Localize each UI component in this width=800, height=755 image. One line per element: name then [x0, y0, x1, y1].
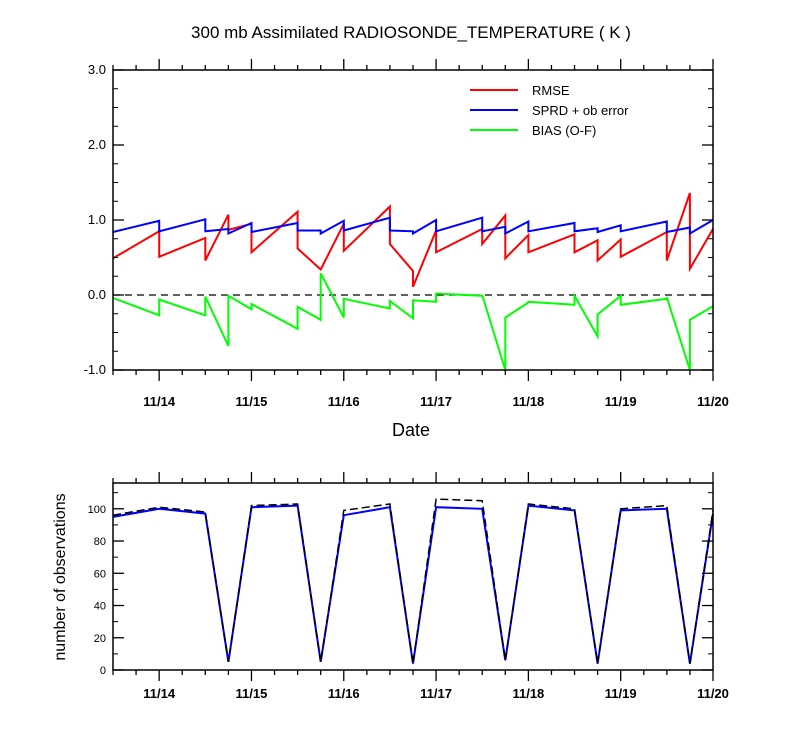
top-xtick-label: 11/14 — [143, 394, 176, 409]
top-xtick-label: 11/17 — [420, 394, 452, 409]
top-series-sprd-ob-error-line — [112, 216, 714, 236]
top-xtick-label: 11/16 — [328, 394, 360, 409]
bottom-ytick-label: 0 — [100, 665, 106, 677]
bottom-ytick-label: 80 — [94, 536, 106, 548]
top-xtick-label: 11/20 — [697, 394, 729, 409]
bottom-series-group — [112, 498, 714, 664]
bottom-xtick-label: 11/18 — [512, 686, 544, 701]
bottom-xtick-label: 11/20 — [697, 686, 729, 701]
bottom-xtick-label: 11/17 — [420, 686, 452, 701]
top-chart-xlabel: Date — [392, 420, 430, 440]
top-xtick-label: 11/19 — [605, 394, 637, 409]
top-ytick-label: 1.0 — [88, 212, 106, 227]
top-xtick-label: 11/18 — [512, 394, 544, 409]
top-ytick-label: 3.0 — [88, 62, 106, 77]
bottom-xtick-label: 11/19 — [605, 686, 637, 701]
top-axes-group: -1.0 0.0 1.0 2.0 3.0 11/14 11/15 11/16 11/17 11/1… — [84, 59, 729, 409]
bottom-ytick-label: 40 — [94, 601, 106, 613]
bottom-ytick-label: 100 — [88, 504, 106, 516]
top-ytick-label: -1.0 — [84, 362, 106, 377]
legend-label-bias-o-f: BIAS (O-F) — [532, 123, 596, 138]
bottom-xtick-label: 11/14 — [143, 686, 176, 701]
bottom-xtick-label: 11/16 — [328, 686, 360, 701]
bottom-series-total-line — [112, 498, 714, 664]
bottom-ytick-label: 60 — [94, 568, 106, 580]
top-ytick-label: 0.0 — [88, 287, 106, 302]
top-xtick-label: 11/15 — [236, 394, 268, 409]
top-plot-area: -1.0 0.0 1.0 2.0 3.0 11/14 11/15 11/16 11/17 11/1… — [84, 59, 729, 409]
legend-label-rmse: RMSE — [532, 83, 570, 98]
legend-label-sprd-ob-error: SPRD + ob error — [532, 103, 629, 118]
top-series-bias-o-f-line — [112, 272, 714, 371]
bottom-xtick-label: 11/15 — [236, 686, 268, 701]
top-legend: RMSE SPRD + ob error BIAS (O-F) — [470, 83, 629, 138]
top-chart-title: 300 mb Assimilated RADIOSONDE_TEMPERATUR… — [191, 23, 631, 42]
bottom-axes-group: 0 20 40 60 80 100 11/14 11/15 11/16 11/17 11/18 11/… — [88, 472, 729, 701]
top-series-group — [112, 192, 714, 371]
bottom-chart-ylabel: number of observations — [52, 493, 69, 660]
top-ytick-label: 2.0 — [88, 137, 106, 152]
bottom-ytick-label: 20 — [94, 633, 106, 645]
bottom-plot-area: 0 20 40 60 80 100 11/14 11/15 11/16 11/17 11/18 11/… — [88, 472, 729, 701]
